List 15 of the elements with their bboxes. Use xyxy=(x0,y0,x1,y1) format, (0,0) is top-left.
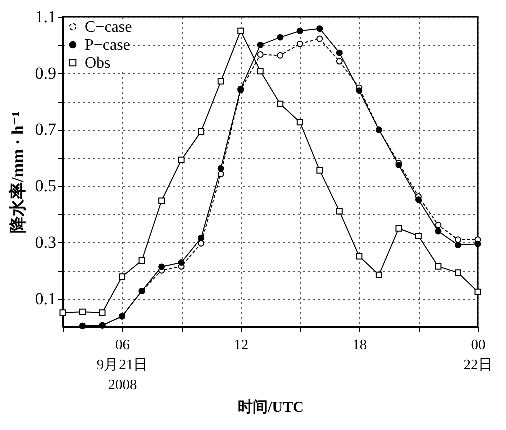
x-tick-label: 12 xyxy=(234,338,249,354)
y-tick-label: 0.5 xyxy=(35,176,56,196)
y-tick-label: 1.1 xyxy=(35,8,56,26)
x-tick-label: 06 9月21日 2008 xyxy=(96,338,149,394)
y-tick-label: 0.9 xyxy=(35,64,56,83)
y-axis-title: 降水率/mm · h⁻¹ xyxy=(8,112,28,234)
y-tick-label: 0.3 xyxy=(35,232,56,252)
x-axis-title: 时间/UTC xyxy=(238,399,304,416)
y-tick-label: 0.7 xyxy=(35,120,57,140)
legend-label: Obs xyxy=(85,55,111,72)
x-tick-label: 18 xyxy=(352,338,368,354)
legend-label: P−case xyxy=(85,37,130,54)
legend-label: C−case xyxy=(85,19,132,36)
x-tick-label: 00 22日 xyxy=(464,338,494,374)
y-tick-label: 0.1 xyxy=(35,289,56,308)
